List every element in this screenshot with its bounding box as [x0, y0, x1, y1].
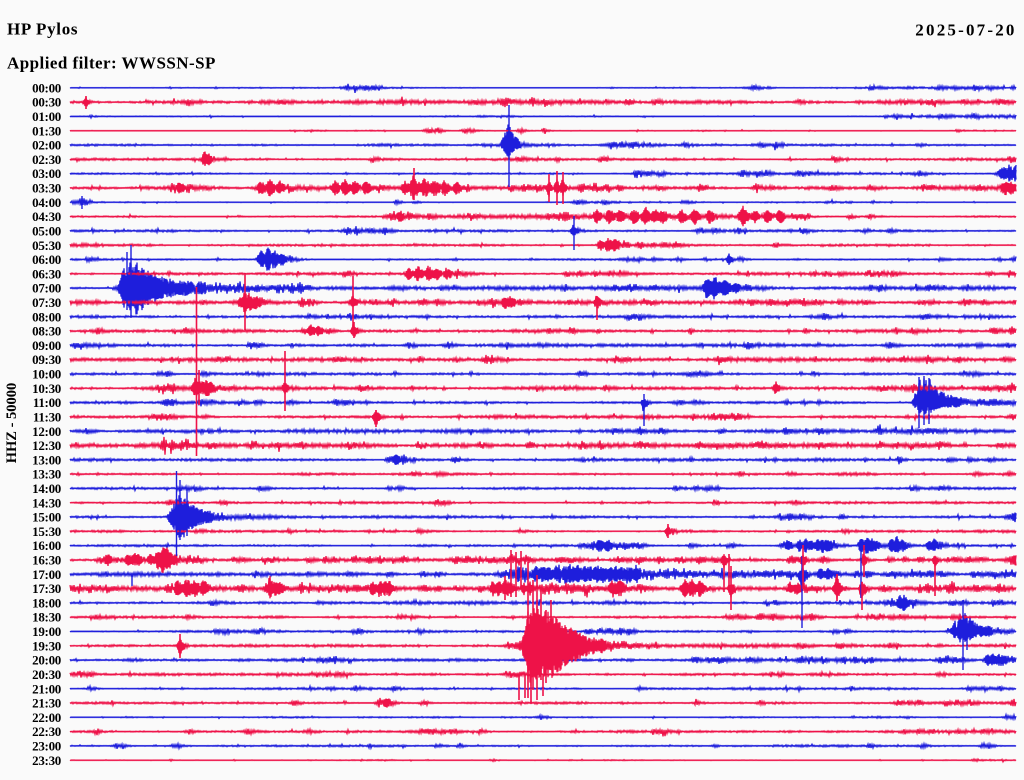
svg-text:02:00: 02:00 — [32, 138, 61, 153]
svg-text:18:00: 18:00 — [32, 595, 61, 610]
svg-text:06:00: 06:00 — [32, 252, 61, 267]
svg-text:05:30: 05:30 — [32, 238, 61, 253]
svg-text:08:30: 08:30 — [32, 324, 61, 339]
svg-text:14:00: 14:00 — [32, 481, 61, 496]
svg-text:01:30: 01:30 — [32, 123, 61, 138]
svg-text:19:30: 19:30 — [32, 638, 61, 653]
svg-text:21:30: 21:30 — [32, 696, 61, 711]
svg-text:2025-07-20: 2025-07-20 — [915, 20, 1016, 39]
svg-text:05:00: 05:00 — [32, 224, 61, 239]
svg-text:20:00: 20:00 — [32, 653, 61, 668]
svg-text:13:00: 13:00 — [32, 452, 61, 467]
svg-text:01:00: 01:00 — [32, 109, 61, 124]
svg-text:22:30: 22:30 — [32, 724, 61, 739]
svg-text:12:30: 12:30 — [32, 438, 61, 453]
svg-text:10:30: 10:30 — [32, 381, 61, 396]
svg-text:16:30: 16:30 — [32, 553, 61, 568]
svg-text:13:30: 13:30 — [32, 467, 61, 482]
svg-text:17:00: 17:00 — [32, 567, 61, 582]
svg-text:04:00: 04:00 — [32, 195, 61, 210]
svg-text:16:00: 16:00 — [32, 538, 61, 553]
svg-text:Applied filter: WWSSN-SP: Applied filter: WWSSN-SP — [7, 53, 216, 72]
svg-text:00:00: 00:00 — [32, 80, 61, 95]
svg-text:02:30: 02:30 — [32, 152, 61, 167]
svg-text:HP Pylos: HP Pylos — [7, 20, 78, 39]
svg-text:03:00: 03:00 — [32, 166, 61, 181]
svg-text:19:00: 19:00 — [32, 624, 61, 639]
svg-text:10:00: 10:00 — [32, 367, 61, 382]
svg-text:18:30: 18:30 — [32, 610, 61, 625]
svg-text:15:30: 15:30 — [32, 524, 61, 539]
svg-text:07:30: 07:30 — [32, 295, 61, 310]
svg-text:11:30: 11:30 — [33, 409, 61, 424]
svg-text:17:30: 17:30 — [32, 581, 61, 596]
svg-text:11:00: 11:00 — [33, 395, 61, 410]
svg-text:23:30: 23:30 — [32, 753, 61, 768]
svg-text:12:00: 12:00 — [32, 424, 61, 439]
svg-text:08:00: 08:00 — [32, 309, 61, 324]
svg-text:14:30: 14:30 — [32, 495, 61, 510]
svg-text:00:30: 00:30 — [32, 95, 61, 110]
svg-text:09:00: 09:00 — [32, 338, 61, 353]
svg-text:04:30: 04:30 — [32, 209, 61, 224]
svg-text:22:00: 22:00 — [32, 710, 61, 725]
svg-text:21:00: 21:00 — [32, 681, 61, 696]
svg-text:06:30: 06:30 — [32, 266, 61, 281]
svg-text:HHZ - 50000: HHZ - 50000 — [4, 383, 20, 464]
svg-text:03:30: 03:30 — [32, 181, 61, 196]
svg-text:07:00: 07:00 — [32, 281, 61, 296]
svg-text:20:30: 20:30 — [32, 667, 61, 682]
svg-text:15:00: 15:00 — [32, 510, 61, 525]
svg-text:09:30: 09:30 — [32, 352, 61, 367]
svg-text:23:00: 23:00 — [32, 739, 61, 754]
